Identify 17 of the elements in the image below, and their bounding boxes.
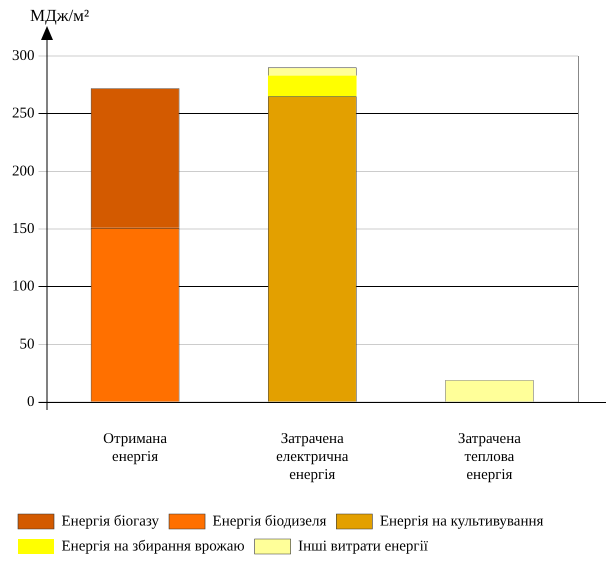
y-tick-label: 150	[12, 220, 34, 237]
y-tick-label: 200	[12, 163, 34, 180]
y-tick-label: 250	[12, 106, 34, 122]
legend-label: Енергія на збирання врожаю	[62, 538, 245, 554]
y-tick-label: 0	[27, 394, 34, 410]
y-tick-label: 300	[12, 48, 34, 64]
x-tick-label: Затрачена теплова енергія	[458, 430, 522, 483]
y-axis-title: МДж/м²	[30, 6, 90, 26]
y-tick-label: 100	[12, 278, 34, 295]
legend-label: Енергія на культивування	[380, 513, 544, 530]
legend-label: Інші витрати енергії	[298, 538, 429, 554]
x-tick-label: Отримана енергія	[103, 430, 168, 465]
x-tick-label: Затрачена електрична енергія	[276, 430, 349, 483]
legend-label: Енергія біодизеля	[212, 513, 326, 530]
y-tick-label: 50	[20, 336, 34, 352]
legend-label: Енергія біогазу	[62, 513, 160, 530]
bar	[268, 76, 357, 96]
